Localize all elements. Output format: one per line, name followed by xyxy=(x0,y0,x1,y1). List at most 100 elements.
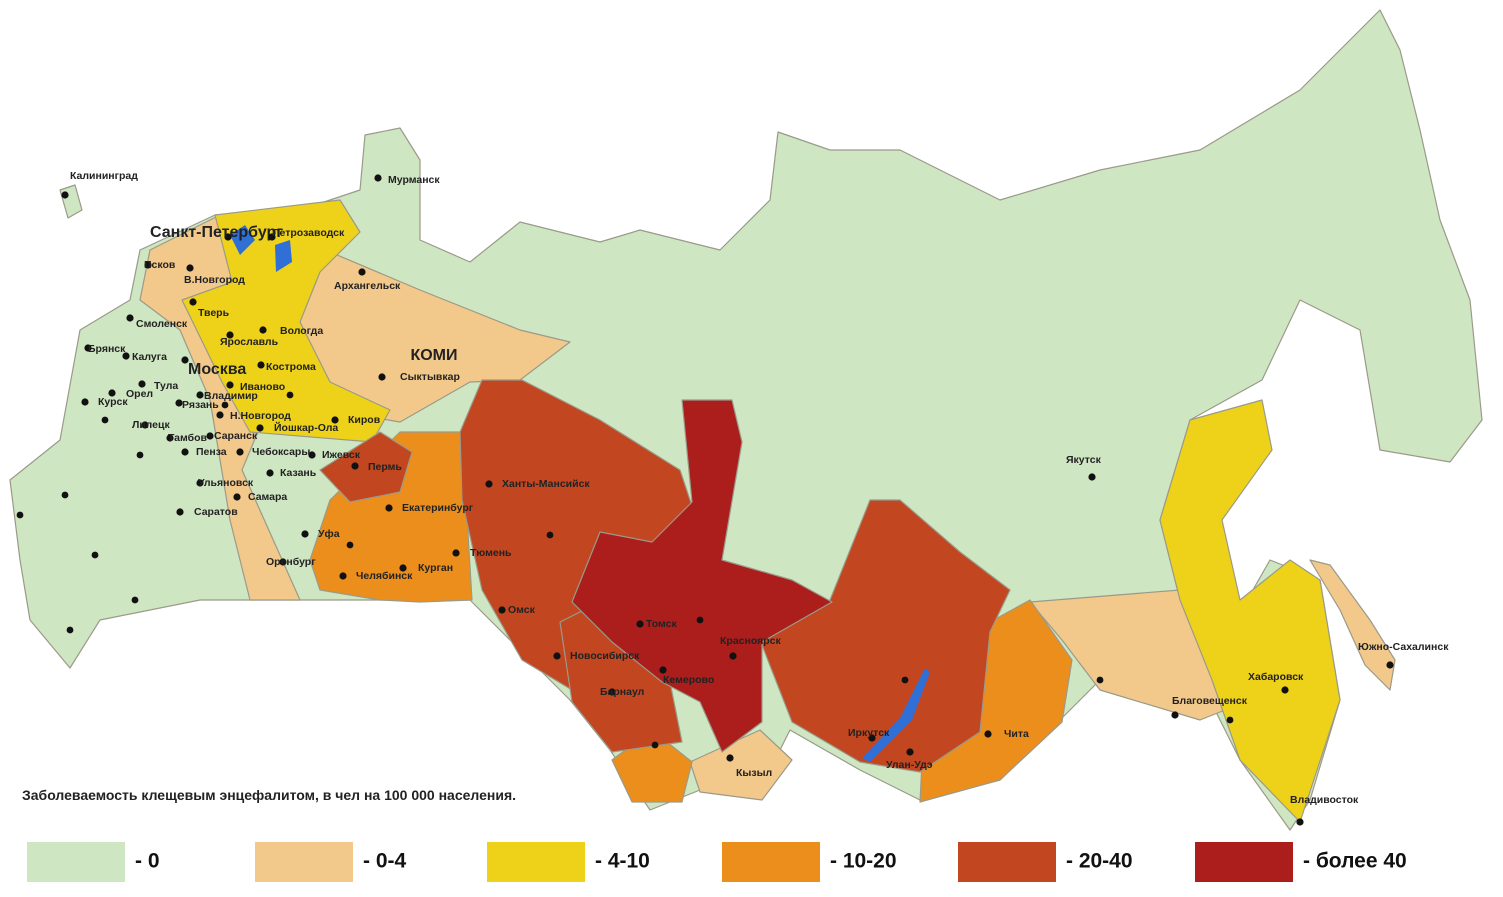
city-dot xyxy=(206,432,214,440)
city-label: Калининград xyxy=(70,170,138,182)
region-dot xyxy=(221,401,229,409)
city-label: Курган xyxy=(418,562,453,574)
city-label: Якутск xyxy=(1066,454,1102,466)
legend-label: - более 40 xyxy=(1303,850,1407,873)
city-label: Новосибирск xyxy=(570,650,640,662)
region xyxy=(689,729,793,801)
city-dot xyxy=(331,416,339,424)
city-dot xyxy=(141,421,149,429)
city-dot xyxy=(175,399,183,407)
region-label: КОМИ xyxy=(410,347,457,364)
city-label: Хабаровск xyxy=(1248,671,1304,683)
city-dot xyxy=(226,381,234,389)
city-label: Киров xyxy=(348,414,381,426)
city-label: Южно-Сахалинск xyxy=(1358,641,1449,653)
city-dot xyxy=(1088,473,1096,481)
city-dot xyxy=(226,331,234,339)
region-dot xyxy=(131,596,139,604)
city-label: Ульяновск xyxy=(198,477,254,489)
region xyxy=(319,431,413,503)
city-dot xyxy=(485,480,493,488)
city-label: Тула xyxy=(154,380,178,392)
city-label: Самара xyxy=(248,491,287,503)
city-label: Петрозаводск xyxy=(272,227,345,239)
city-label: Архангельск xyxy=(334,280,401,292)
city-label: Н.Новгород xyxy=(230,410,291,422)
city-label: Кемерово xyxy=(663,674,714,686)
city-dot xyxy=(351,462,359,470)
legend-label: - 10-20 xyxy=(830,850,897,873)
city-dot xyxy=(868,734,876,742)
city-dot xyxy=(1281,686,1289,694)
city-dot xyxy=(122,352,130,360)
region-dot xyxy=(651,741,659,749)
city-dot xyxy=(126,314,134,322)
city-label: Москва xyxy=(188,361,246,378)
city-label: Чита xyxy=(1004,728,1029,740)
city-label: Пенза xyxy=(196,446,227,458)
region-dot xyxy=(91,551,99,559)
city-dot xyxy=(108,389,116,397)
city-dot xyxy=(378,373,386,381)
city-dot xyxy=(138,380,146,388)
city-dot xyxy=(166,434,174,442)
region xyxy=(759,499,1011,773)
lakes xyxy=(230,225,930,762)
city-label: Саранск xyxy=(214,430,258,442)
city-label: Ханты-Мансийск xyxy=(502,478,590,490)
city-dot xyxy=(1386,661,1394,669)
city-dot xyxy=(729,652,737,660)
city-dot xyxy=(906,748,914,756)
city-dot xyxy=(1296,818,1304,826)
city-dot xyxy=(553,652,561,660)
regions xyxy=(9,9,1483,831)
region-dot xyxy=(61,491,69,499)
city-label: Казань xyxy=(280,467,317,479)
city-label: Ижевск xyxy=(322,449,361,461)
region xyxy=(181,199,391,443)
city-label: Брянск xyxy=(88,343,126,355)
city-label: Кызыл xyxy=(736,767,772,779)
city-dot xyxy=(216,411,224,419)
legend-swatch xyxy=(27,842,125,882)
cities: Калининград Мурманск Санкт-ПетербургПетроз… xyxy=(16,170,1449,826)
city-dot xyxy=(726,754,734,762)
city-dot xyxy=(279,558,287,566)
region xyxy=(1309,559,1396,691)
region-dot xyxy=(1226,716,1234,724)
city-label: Уфа xyxy=(318,528,340,540)
city-label: Смоленск xyxy=(136,318,188,330)
region xyxy=(1159,399,1341,823)
city-dot xyxy=(144,261,152,269)
legend-title: Заболеваемость клещевым энцефалитом, в ч… xyxy=(22,787,516,803)
city-label: Пермь xyxy=(368,461,402,473)
city-label: Вологда xyxy=(280,325,323,337)
city-label: Иваново xyxy=(240,381,285,393)
city-dot xyxy=(257,361,265,369)
region-dot xyxy=(901,676,909,684)
city-label: Владивосток xyxy=(1290,794,1359,806)
city-label: В.Новгород xyxy=(184,274,245,286)
city-label: Калуга xyxy=(132,351,167,363)
city-dot xyxy=(339,572,347,580)
city-dot xyxy=(308,451,316,459)
city-label: Владимир xyxy=(204,390,258,402)
city-label: Барнаул xyxy=(600,686,644,698)
city-label: Липецк xyxy=(132,419,170,431)
city-dot xyxy=(608,688,616,696)
city-label: Сыктывкар xyxy=(400,371,460,383)
city-dot xyxy=(181,448,189,456)
region-dot xyxy=(696,616,704,624)
city-label: Псков xyxy=(144,259,176,271)
city-label: Иркутск xyxy=(848,727,890,739)
city-dot xyxy=(268,233,276,241)
region-dot xyxy=(346,541,354,549)
city-label: Челябинск xyxy=(356,570,413,582)
city-dot xyxy=(266,469,274,477)
city-dot xyxy=(301,530,309,538)
city-label: Красноярск xyxy=(720,635,781,647)
lake-baikal xyxy=(862,668,930,762)
legend-swatch xyxy=(1195,842,1293,882)
city-dot xyxy=(186,264,194,272)
city-label: Йошкар-Ола xyxy=(274,421,338,434)
